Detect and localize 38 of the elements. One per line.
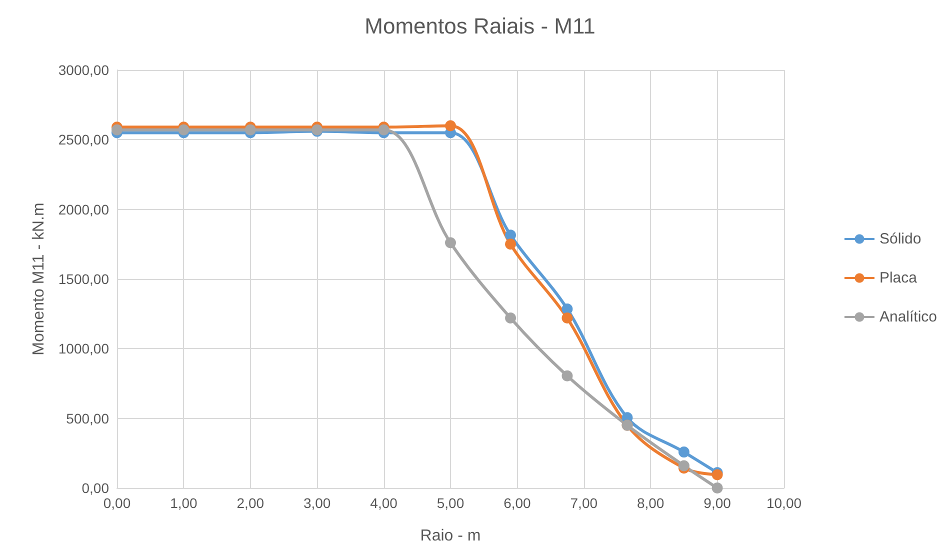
x-tick-label: 4,00 (370, 495, 398, 511)
point (378, 124, 390, 136)
y-axis-title: Momento M11 - kN.m (30, 202, 48, 356)
x-tick-label: 8,00 (636, 495, 664, 511)
y-tick-label: 3000,00 (58, 62, 110, 78)
point (505, 238, 516, 250)
y-tick-label: 0,00 (82, 480, 110, 496)
y-tick-label: 1500,00 (58, 271, 110, 287)
point (112, 124, 122, 136)
y-tick-label: 2500,00 (58, 132, 110, 148)
x-tick-label: 3,00 (303, 495, 331, 511)
legend-label: Placa (879, 270, 918, 286)
point (712, 482, 723, 494)
point (678, 460, 690, 472)
point (678, 446, 690, 458)
x-tick-label: 7,00 (570, 495, 598, 511)
point (244, 124, 256, 136)
legend-label: Sólido (879, 230, 922, 248)
x-tick-label: 2,00 (236, 495, 264, 511)
x-tick-label: 0,00 (103, 495, 131, 511)
x-tick-label: 1,00 (170, 495, 198, 511)
x-tick-label: 5,00 (436, 495, 464, 511)
x-tick-label: 6,00 (504, 495, 532, 511)
x-axis-title: Raio - m (420, 528, 481, 544)
point (505, 312, 516, 324)
y-tick-label: 2000,00 (58, 201, 110, 218)
point (178, 124, 190, 136)
point (445, 120, 456, 132)
x-tick-label: 9,00 (704, 495, 732, 511)
y-tick-label: 1000,00 (58, 340, 110, 357)
x-tick-label: 10,00 (766, 495, 802, 511)
chart-title: Momentos Raiais - M11 (364, 14, 596, 38)
y-tick-label: 500,00 (66, 410, 110, 426)
legend-label: Analítico (879, 308, 938, 326)
point (562, 370, 573, 382)
point (505, 230, 516, 241)
point (562, 312, 573, 324)
point (445, 237, 456, 248)
